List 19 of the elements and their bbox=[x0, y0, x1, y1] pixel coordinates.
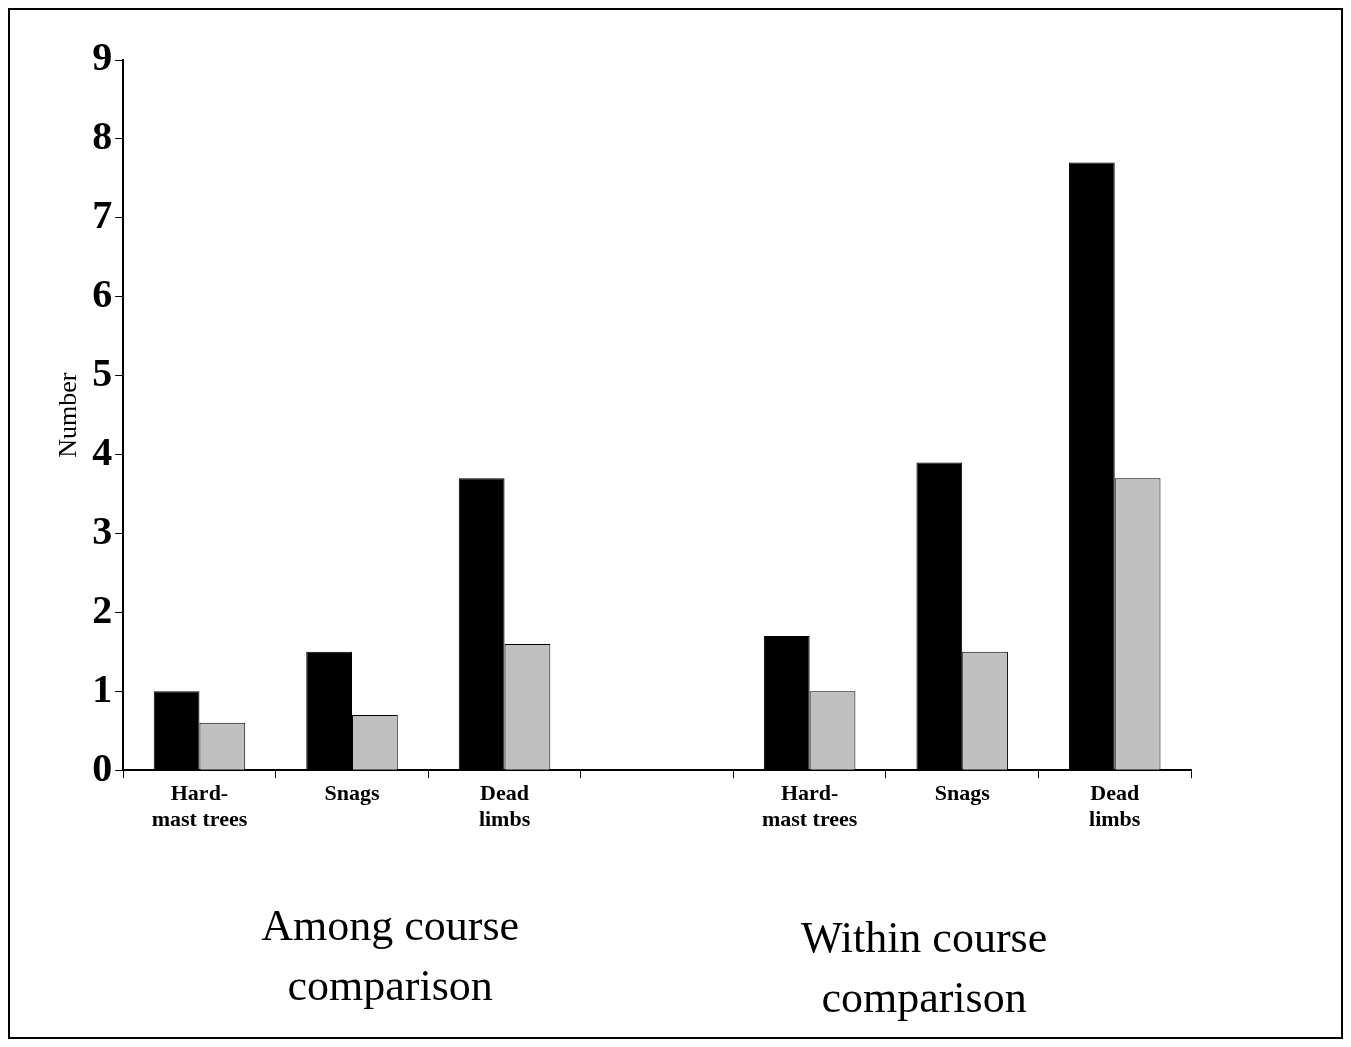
x-tick-label: Hard-mast trees bbox=[761, 780, 858, 832]
y-tick-label: 3 bbox=[92, 507, 113, 553]
y-tick-label: 7 bbox=[92, 192, 113, 238]
text: Among course comparison bbox=[261, 901, 520, 1011]
x-tick-label: Snags bbox=[324, 780, 380, 806]
y-tick-label: 6 bbox=[92, 271, 113, 317]
x-tick-label: Snags bbox=[934, 780, 991, 806]
y-tick-label: 0 bbox=[92, 744, 113, 790]
y-tick-label: 2 bbox=[92, 586, 113, 632]
y-tick-label: 9 bbox=[92, 34, 113, 80]
y-tick-label: 8 bbox=[92, 113, 113, 159]
x-tick-label: Dead limbs bbox=[478, 780, 531, 832]
y-tick-label: 5 bbox=[92, 349, 113, 395]
x-tick-label: Hard-mast trees bbox=[151, 780, 248, 832]
y-axis-title: Number bbox=[53, 372, 83, 458]
x-tick-label: Dead limbs bbox=[1089, 780, 1141, 832]
y-tick-label: 1 bbox=[92, 665, 113, 711]
text: Within course comparison bbox=[800, 913, 1048, 1023]
y-tick-label: 4 bbox=[92, 428, 113, 474]
